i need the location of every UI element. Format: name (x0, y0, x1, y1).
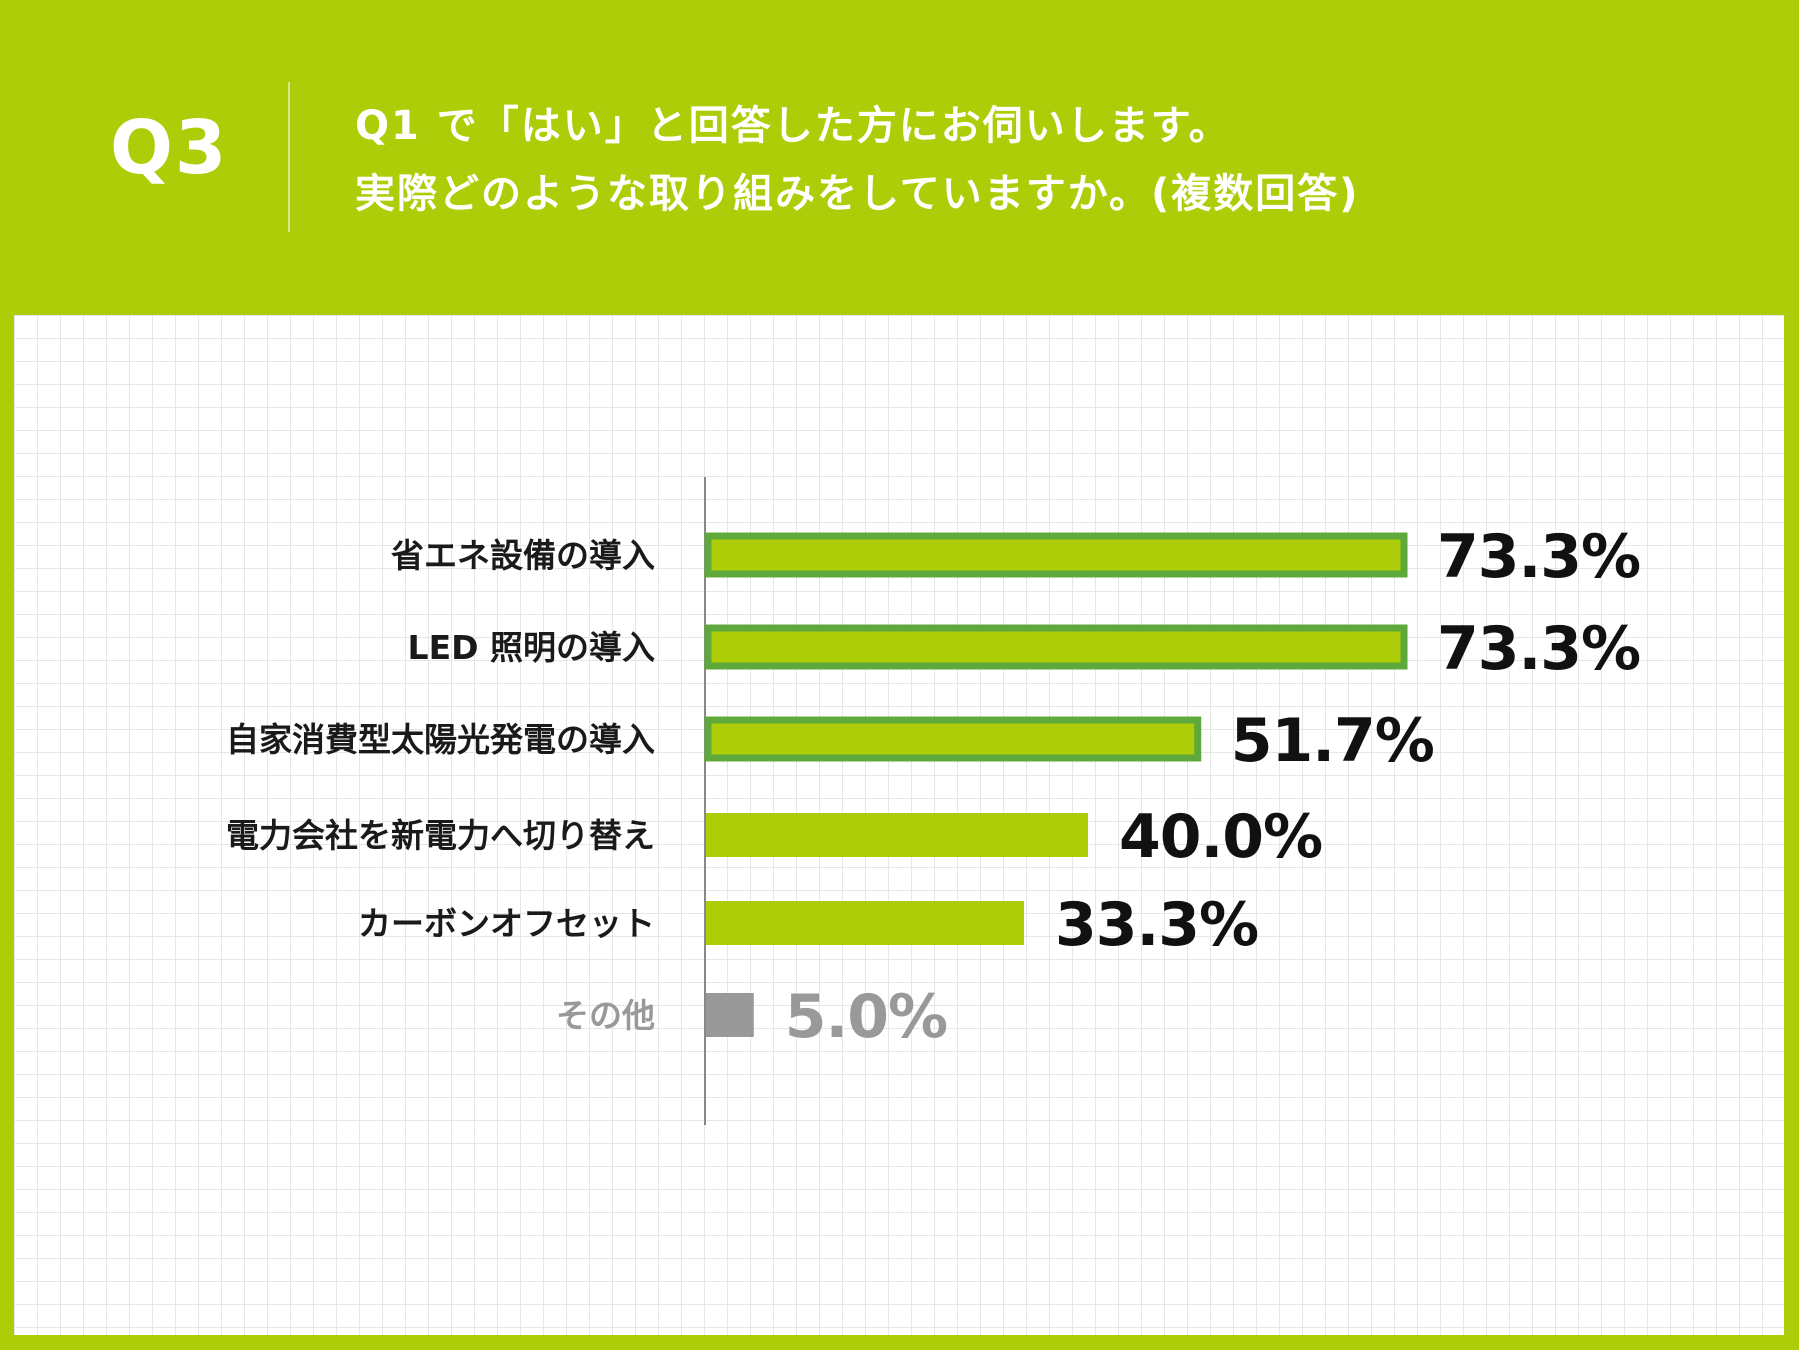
bar-2 (704, 624, 1408, 670)
value-label-4: 40.0% (1119, 802, 1322, 872)
question-number: Q3 (110, 105, 229, 191)
bar-6 (706, 993, 754, 1037)
header: Q3 Q1 で「はい」と回答した方にお伺いします。 実際どのような取り組みをして… (0, 0, 1799, 315)
bar-chart: 省エネ設備の導入 73.3% LED 照明の導入 73.3% 自家消費型太陽光発電の導入… (226, 477, 1641, 1125)
category-label-3: 自家消費型太陽光発電の導入 (226, 720, 655, 759)
bar-1 (704, 532, 1408, 578)
question-text: Q1 で「はい」と回答した方にお伺いします。 実際どのような取り組みをしています… (355, 92, 1360, 228)
header-divider (288, 82, 290, 232)
value-label-3: 51.7% (1231, 706, 1434, 776)
value-label-5: 33.3% (1055, 890, 1258, 960)
question-line-1: Q1 で「はい」と回答した方にお伺いします。 (355, 103, 1231, 149)
category-label-5: カーボンオフセット (358, 904, 655, 943)
category-label-6: その他 (556, 996, 655, 1035)
bar-3 (704, 716, 1202, 762)
question-line-2: 実際どのような取り組みをしていますか。(複数回答) (355, 171, 1360, 217)
value-label-1: 73.3% (1437, 522, 1640, 592)
bar-5 (706, 901, 1025, 945)
bar-4 (706, 813, 1088, 857)
chart-panel: 省エネ設備の導入 73.3% LED 照明の導入 73.3% 自家消費型太陽光発電の導入… (14, 315, 1784, 1335)
category-label-1: 省エネ設備の導入 (391, 536, 655, 575)
category-label-4: 電力会社を新電力へ切り替え (226, 816, 655, 855)
value-label-2: 73.3% (1437, 614, 1640, 684)
value-label-6: 5.0% (785, 982, 947, 1052)
category-label-2: LED 照明の導入 (408, 628, 655, 667)
